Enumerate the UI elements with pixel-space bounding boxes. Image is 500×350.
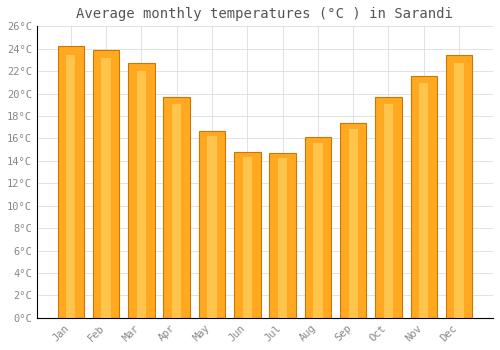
Bar: [419, 83, 428, 318]
Bar: [304, 137, 331, 318]
Bar: [164, 97, 190, 318]
Bar: [348, 128, 358, 318]
Bar: [270, 153, 296, 318]
Bar: [128, 63, 154, 318]
Bar: [198, 131, 225, 318]
Bar: [136, 71, 146, 318]
Bar: [242, 157, 252, 318]
Bar: [313, 143, 322, 318]
Bar: [384, 104, 393, 318]
Title: Average monthly temperatures (°C ) in Sarandi: Average monthly temperatures (°C ) in Sa…: [76, 7, 454, 21]
Bar: [93, 50, 120, 318]
Bar: [446, 55, 472, 318]
Bar: [66, 55, 76, 318]
Bar: [410, 76, 437, 318]
Bar: [340, 123, 366, 318]
Bar: [102, 58, 110, 318]
Bar: [454, 63, 464, 318]
Bar: [208, 136, 216, 318]
Bar: [234, 152, 260, 318]
Bar: [172, 104, 182, 318]
Bar: [375, 97, 402, 318]
Bar: [278, 158, 287, 318]
Bar: [58, 47, 84, 318]
